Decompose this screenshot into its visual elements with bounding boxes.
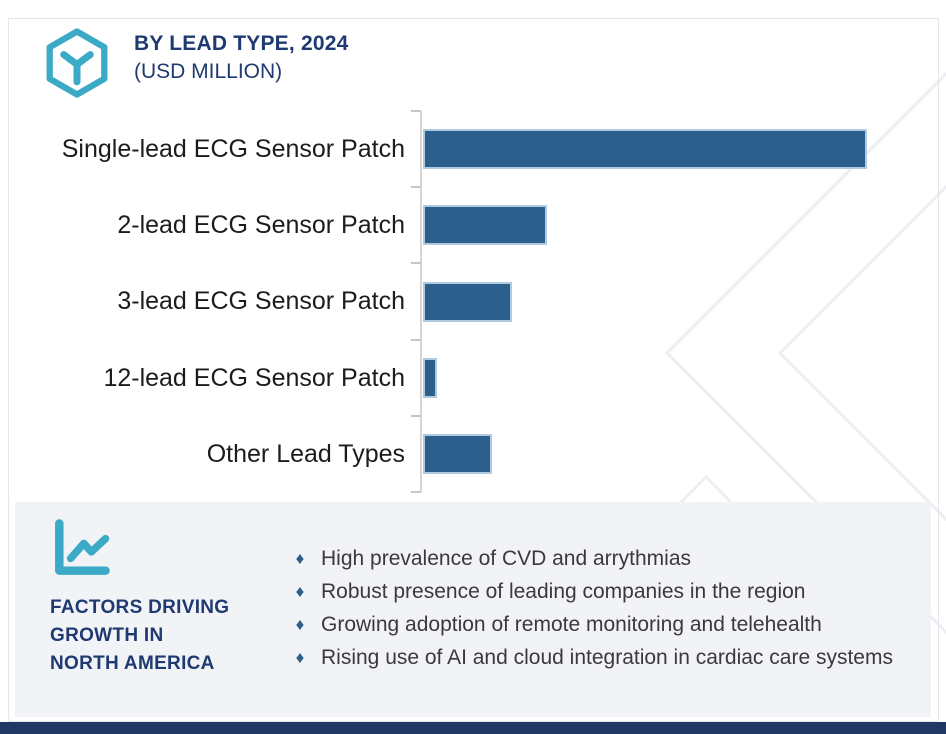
factor-item: ♦ High prevalence of CVD and arrythmias bbox=[293, 542, 893, 575]
axis-tick bbox=[411, 415, 421, 417]
diamond-bullet-icon: ♦ bbox=[295, 648, 305, 667]
chart-subtitle: (USD MILLION) bbox=[134, 60, 283, 83]
axis-tick bbox=[411, 339, 421, 341]
factors-heading: FACTORS DRIVING GROWTH IN NORTH AMERICA bbox=[50, 594, 229, 678]
axis-tick bbox=[411, 491, 421, 493]
category-label-12-lead: 12-lead ECG Sensor Patch bbox=[103, 363, 405, 392]
factor-item: ♦ Growing adoption of remote monitoring … bbox=[293, 608, 893, 641]
footer-accent-bar bbox=[0, 722, 946, 734]
factors-heading-line1: FACTORS DRIVING bbox=[50, 597, 230, 618]
factor-item: ♦ Rising use of AI and cloud integration… bbox=[293, 641, 893, 674]
axis-tick bbox=[411, 186, 421, 188]
factor-text: Growing adoption of remote monitoring an… bbox=[321, 613, 822, 636]
factors-panel: FACTORS DRIVING GROWTH IN NORTH AMERICA … bbox=[15, 502, 931, 717]
bar-3-lead bbox=[423, 282, 512, 322]
bar-2-lead bbox=[423, 205, 547, 245]
chart-title-block: BY LEAD TYPE, 2024 (USD MILLION) bbox=[134, 32, 348, 84]
diamond-bullet-icon: ♦ bbox=[295, 615, 305, 634]
bar-single-lead bbox=[423, 129, 867, 169]
category-label-other: Other Lead Types bbox=[206, 439, 405, 468]
hexagon-cube-icon bbox=[40, 28, 114, 103]
axis-tick bbox=[411, 262, 421, 264]
line-chart-icon bbox=[48, 516, 114, 587]
factor-text: Rising use of AI and cloud integration i… bbox=[321, 646, 893, 669]
bar-12-lead bbox=[423, 358, 437, 398]
category-label-3-lead: 3-lead ECG Sensor Patch bbox=[117, 286, 405, 315]
chart-title: BY LEAD TYPE, 2024 bbox=[134, 32, 349, 55]
bar-other bbox=[423, 434, 492, 474]
category-label-single-lead: Single-lead ECG Sensor Patch bbox=[61, 134, 405, 163]
factor-text: High prevalence of CVD and arrythmias bbox=[321, 547, 692, 570]
factors-heading-line3: NORTH AMERICA bbox=[50, 653, 215, 674]
category-label-2-lead: 2-lead ECG Sensor Patch bbox=[117, 210, 405, 239]
diamond-bullet-icon: ♦ bbox=[295, 549, 305, 568]
axis-tick bbox=[411, 110, 421, 112]
factor-item: ♦ Robust presence of leading companies i… bbox=[293, 575, 893, 608]
diamond-bullet-icon: ♦ bbox=[295, 582, 305, 601]
factors-list: ♦ High prevalence of CVD and arrythmias … bbox=[293, 542, 893, 674]
factor-text: Robust presence of leading companies in … bbox=[321, 580, 806, 603]
y-axis-line bbox=[420, 111, 422, 492]
factors-heading-line2: GROWTH IN bbox=[50, 625, 164, 646]
